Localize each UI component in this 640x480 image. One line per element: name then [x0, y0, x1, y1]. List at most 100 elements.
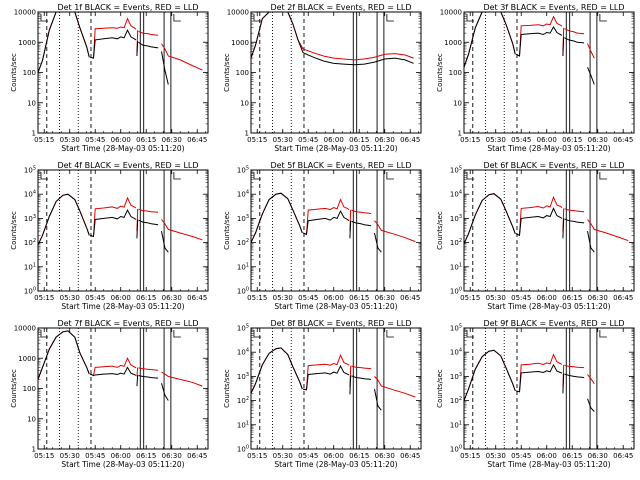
panel-title: Det 5f BLACK = Events, RED = LLD — [270, 161, 411, 170]
series-group — [251, 192, 416, 253]
y-tick-label: 101 — [24, 262, 36, 271]
events-series-line — [138, 219, 159, 226]
x-tick-label: 06:15 — [136, 452, 156, 460]
lld-series-line — [515, 195, 563, 237]
x-tick-label: 06:15 — [562, 136, 582, 144]
lld-series-line — [89, 17, 137, 59]
events-series-line — [464, 193, 516, 244]
corner-bracket — [173, 14, 181, 22]
y-axis-label: Counts/sec — [10, 53, 18, 92]
y-tick-label: 101 — [237, 262, 249, 271]
y-tick-label: 103 — [237, 372, 249, 381]
plot-frame — [463, 169, 635, 292]
events-series-line — [161, 231, 169, 253]
y-tick-label: 10 — [27, 99, 36, 107]
y-axis-label: Counts/sec — [436, 53, 444, 92]
lld-series-line — [564, 364, 585, 369]
plot-frame — [37, 169, 209, 292]
x-tick-label: 05:30 — [60, 136, 80, 144]
lld-series-line — [89, 357, 137, 377]
x-tick-label: 06:30 — [375, 294, 395, 302]
x-tick-label: 05:45 — [85, 452, 105, 460]
y-tick-label: 102 — [450, 396, 462, 405]
events-series-line — [302, 364, 350, 391]
panel-title: Det 9f BLACK = Events, RED = LLD — [483, 319, 624, 328]
y-tick-label: 10 — [240, 99, 249, 107]
y-tick-label: 1 — [32, 130, 36, 138]
events-series-line — [351, 220, 372, 227]
events-series-line — [515, 207, 563, 237]
x-tick-label: 05:15 — [460, 136, 480, 144]
x-tick-label: 06:15 — [562, 294, 582, 302]
detector-panel-4: Det 4f BLACK = Events, RED = LLD 05:15 05:… — [10, 161, 209, 311]
lld-series-line — [302, 353, 350, 391]
corner-bracket — [466, 330, 474, 338]
y-tick-label: 100 — [449, 69, 462, 77]
events-series-line — [89, 208, 137, 238]
lld-series-line — [464, 12, 516, 68]
y-tick-label: 1000 — [18, 39, 36, 47]
y-tick-label: 103 — [24, 214, 36, 223]
x-tick-label: 06:30 — [375, 136, 395, 144]
lld-series-line — [161, 43, 203, 71]
x-tick-label: 05:15 — [247, 294, 267, 302]
corner-bracket — [599, 14, 607, 22]
y-tick-label: 105 — [237, 166, 249, 175]
x-tick-label: 05:30 — [486, 294, 506, 302]
events-series-line — [562, 36, 565, 57]
plot-frame — [463, 327, 635, 450]
events-series-line — [251, 192, 303, 243]
x-tick-label: 05:45 — [511, 136, 531, 144]
lld-series-line — [251, 192, 303, 243]
y-tick-label: 104 — [24, 190, 36, 199]
panel-title: Det 1f BLACK = Events, RED = LLD — [57, 3, 198, 12]
lld-series-line — [136, 367, 139, 377]
events-series-line — [136, 219, 139, 239]
x-axis-label: Start Time (28-May-03 05:11:20) — [61, 144, 184, 153]
x-tick-label: 06:15 — [349, 136, 369, 144]
y-tick-label: 10 — [27, 415, 36, 423]
series-group — [464, 193, 629, 253]
x-tick-label: 05:45 — [298, 452, 318, 460]
y-tick-label: 10000 — [14, 325, 36, 333]
events-series-line — [251, 347, 303, 394]
plot-frame — [250, 327, 422, 450]
events-series-line — [251, 12, 414, 66]
lld-series-line — [351, 209, 372, 214]
events-series-line — [515, 26, 563, 57]
events-series-line — [515, 363, 563, 393]
panel-title: Det 3f BLACK = Events, RED = LLD — [483, 3, 624, 12]
detector-panel-7: Det 7f BLACK = Events, RED = LLD 05:15 05:… — [10, 319, 209, 469]
series-group — [38, 330, 203, 401]
lld-series-line — [38, 193, 90, 246]
x-tick-label: 06:45 — [400, 294, 420, 302]
corner-bracket — [40, 330, 48, 338]
y-tick-label: 102 — [24, 238, 36, 247]
corner-bracket — [599, 172, 607, 180]
x-tick-label: 06:45 — [613, 136, 633, 144]
y-tick-label: 100 — [450, 445, 462, 454]
lld-series-line — [464, 193, 516, 244]
y-tick-label: 1 — [32, 446, 36, 454]
events-series-line — [89, 29, 137, 59]
x-tick-label: 05:30 — [60, 452, 80, 460]
lld-series-line — [161, 219, 203, 241]
y-tick-label: 103 — [450, 372, 462, 381]
x-tick-label: 06:30 — [588, 452, 608, 460]
lld-series-line — [587, 374, 595, 384]
x-tick-label: 06:15 — [136, 294, 156, 302]
x-tick-label: 05:30 — [273, 136, 293, 144]
lld-series-line — [374, 220, 416, 243]
y-tick-label: 10000 — [227, 9, 249, 17]
lld-series-line — [564, 208, 585, 213]
y-tick-label: 1 — [458, 130, 462, 138]
detector-panel-3: Det 3f BLACK = Events, RED = LLD 05:15 05:… — [436, 3, 635, 153]
lld-series-line — [464, 349, 516, 401]
x-tick-label: 05:15 — [460, 452, 480, 460]
y-tick-label: 105 — [450, 324, 462, 333]
x-tick-label: 06:15 — [136, 136, 156, 144]
y-tick-label: 100 — [23, 69, 36, 77]
x-tick-label: 06:45 — [187, 452, 207, 460]
x-tick-label: 05:15 — [34, 452, 54, 460]
lld-series-line — [374, 376, 416, 398]
